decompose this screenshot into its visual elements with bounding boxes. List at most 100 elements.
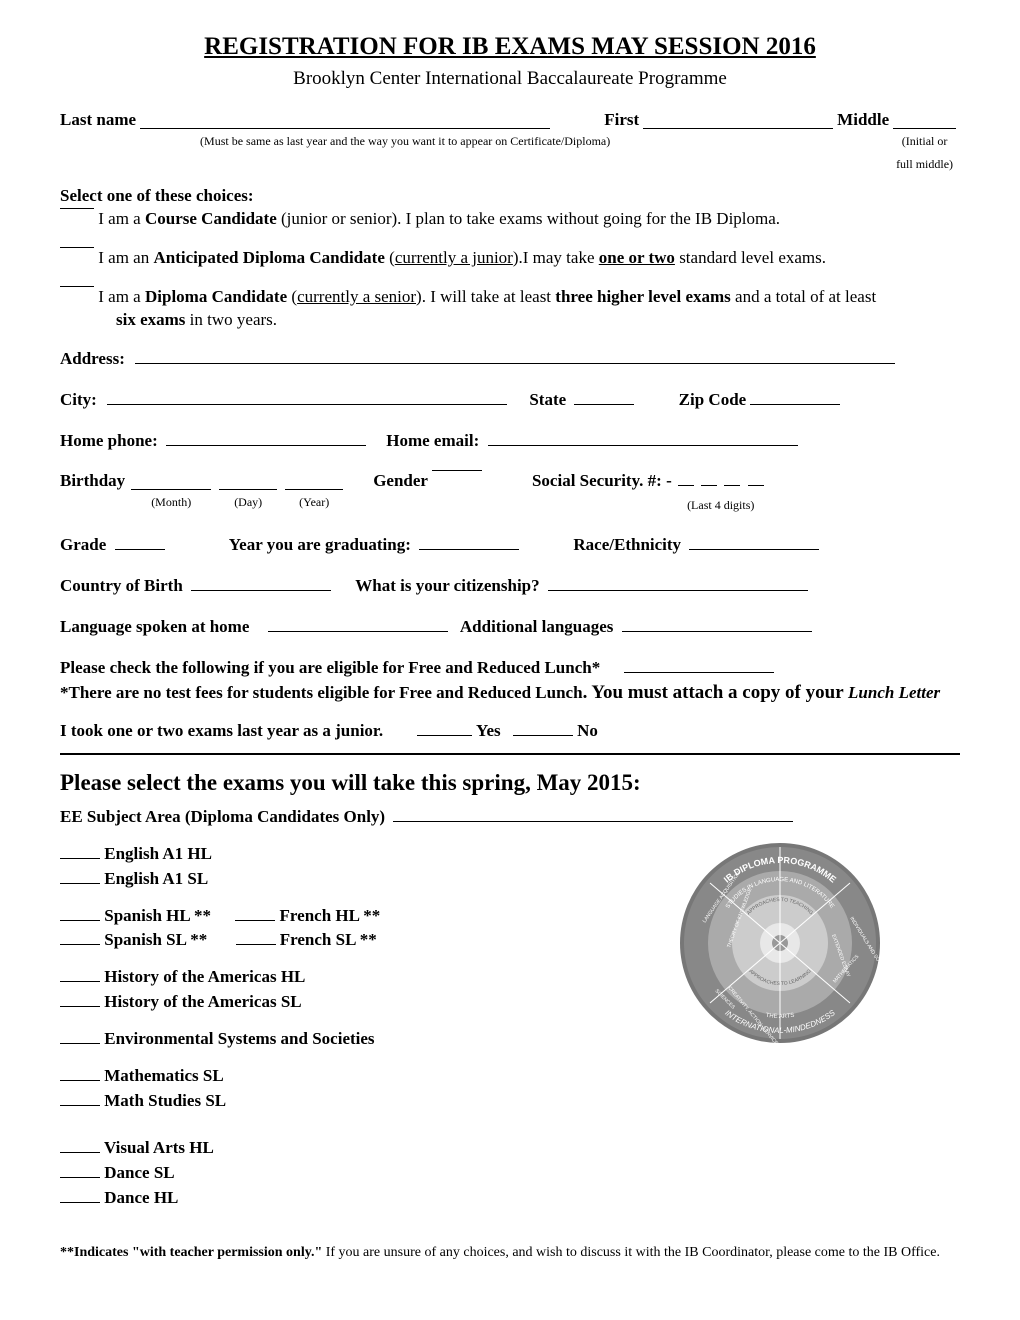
last-name-field[interactable] xyxy=(140,109,550,129)
address-label: Address: xyxy=(60,349,125,368)
page-subtitle: Brooklyn Center International Baccalaure… xyxy=(60,66,960,92)
history-sl-check[interactable] xyxy=(60,1006,100,1007)
spanish-hl-label: Spanish HL ** xyxy=(104,906,211,925)
birth-year-note: (Year) xyxy=(299,495,329,509)
math-studies-label: Math Studies SL xyxy=(104,1091,226,1110)
city-field[interactable] xyxy=(107,404,507,405)
ess-check[interactable] xyxy=(60,1043,100,1044)
gender-label: Gender xyxy=(373,470,428,493)
choice2-checkbox[interactable] xyxy=(60,247,94,248)
french-sl-check[interactable] xyxy=(236,944,276,945)
country-row: Country of Birth What is your citizenshi… xyxy=(60,575,960,598)
address-row: Address: xyxy=(60,348,960,371)
birth-day-field[interactable] xyxy=(219,470,277,490)
exam-group-arts: Visual Arts HL Dance SL Dance HL xyxy=(60,1137,960,1210)
junior-label: I took one or two exams last year as a j… xyxy=(60,721,383,740)
lang-home-field[interactable] xyxy=(268,631,448,632)
gradyear-label: Year you are graduating: xyxy=(229,535,411,554)
state-field[interactable] xyxy=(574,404,634,405)
choice2-text: I am an Anticipated Diploma Candidate (c… xyxy=(98,248,826,267)
page-title: REGISTRATION FOR IB EXAMS MAY SESSION 20… xyxy=(60,30,960,64)
first-name-field[interactable] xyxy=(643,109,833,129)
ssn-note: (Last 4 digits) xyxy=(687,498,754,512)
zip-label: Zip Code xyxy=(679,390,747,409)
ib-diploma-logo: IB DIPLOMA PROGRAMME STUDIES IN LANGUAGE… xyxy=(660,823,900,1063)
race-field[interactable] xyxy=(689,549,819,550)
exams-heading: Please select the exams you will take th… xyxy=(60,767,960,798)
history-sl-label: History of the Americas SL xyxy=(104,992,301,1011)
city-row: City: State Zip Code xyxy=(60,389,960,412)
no-label: No xyxy=(577,721,598,740)
birth-month-field[interactable] xyxy=(131,470,211,490)
grade-label: Grade xyxy=(60,535,106,554)
ssn-label: Social Security. #: - xyxy=(532,470,672,493)
state-label: State xyxy=(529,390,566,409)
dance-sl-label: Dance SL xyxy=(104,1163,174,1182)
ssn-field[interactable] xyxy=(676,470,766,493)
grade-field[interactable] xyxy=(115,549,165,550)
dance-hl-label: Dance HL xyxy=(104,1188,178,1207)
phone-row: Home phone: Home email: xyxy=(60,430,960,453)
middle-name-note: (Initial or full middle) xyxy=(896,134,953,171)
home-email-field[interactable] xyxy=(488,445,798,446)
choice3-text: I am a Diploma Candidate (currently a se… xyxy=(60,287,876,329)
history-hl-check[interactable] xyxy=(60,981,100,982)
middle-name-label: Middle xyxy=(837,109,889,132)
english-sl-check[interactable] xyxy=(60,883,100,884)
spanish-sl-check[interactable] xyxy=(60,944,100,945)
birth-month-note: (Month) xyxy=(151,495,191,509)
language-row: Language spoken at home Additional langu… xyxy=(60,616,960,639)
yes-label: Yes xyxy=(476,721,501,740)
visual-arts-hl-check[interactable] xyxy=(60,1152,100,1153)
home-phone-field[interactable] xyxy=(166,445,366,446)
choice3-checkbox[interactable] xyxy=(60,286,94,287)
choice-diploma: I am a Diploma Candidate (currently a se… xyxy=(60,286,960,332)
birthday-row: Birthday (Month) (Day) (Year) Gender Soc… xyxy=(60,470,960,516)
junior-no-field[interactable] xyxy=(513,735,573,736)
last-name-note: (Must be same as last year and the way y… xyxy=(200,134,610,148)
birth-year-field[interactable] xyxy=(285,470,343,490)
citizenship-field[interactable] xyxy=(548,590,808,591)
address-field[interactable] xyxy=(135,363,895,364)
birth-day-note: (Day) xyxy=(234,495,262,509)
english-hl-check[interactable] xyxy=(60,858,100,859)
junior-yes-field[interactable] xyxy=(417,735,472,736)
citizenship-label: What is your citizenship? xyxy=(355,576,539,595)
lunch-label: Please check the following if you are el… xyxy=(60,658,600,677)
race-label: Race/Ethnicity xyxy=(573,535,681,554)
last-name-label: Last name xyxy=(60,109,136,132)
choice-course-candidate: I am a Course Candidate (junior or senio… xyxy=(60,208,960,231)
lunch-field[interactable] xyxy=(624,672,774,673)
ee-field[interactable] xyxy=(393,821,793,822)
spanish-hl-check[interactable] xyxy=(60,920,100,921)
name-row: Last name (Must be same as last year and… xyxy=(60,109,960,175)
french-sl-label: French SL ** xyxy=(280,930,377,949)
french-hl-check[interactable] xyxy=(235,920,275,921)
gradyear-field[interactable] xyxy=(419,549,519,550)
city-label: City: xyxy=(60,390,97,409)
lang-other-field[interactable] xyxy=(622,631,812,632)
first-name-label: First xyxy=(604,109,639,132)
choice-anticipated: I am an Anticipated Diploma Candidate (c… xyxy=(60,247,960,270)
lang-other-label: Additional languages xyxy=(460,617,614,636)
divider xyxy=(60,753,960,755)
birthday-label: Birthday xyxy=(60,470,125,493)
french-hl-label: French HL ** xyxy=(280,906,381,925)
home-email-label: Home email: xyxy=(386,431,479,450)
math-sl-check[interactable] xyxy=(60,1080,100,1081)
choices-heading: Select one of these choices: xyxy=(60,185,960,208)
dance-hl-check[interactable] xyxy=(60,1202,100,1203)
cob-field[interactable] xyxy=(191,590,331,591)
gender-field[interactable] xyxy=(432,470,482,471)
cob-label: Country of Birth xyxy=(60,576,183,595)
zip-field[interactable] xyxy=(750,404,840,405)
math-sl-label: Mathematics SL xyxy=(104,1066,223,1085)
lang-home-label: Language spoken at home xyxy=(60,617,249,636)
middle-name-field[interactable] xyxy=(893,109,956,129)
grade-row: Grade Year you are graduating: Race/Ethn… xyxy=(60,534,960,557)
junior-row: I took one or two exams last year as a j… xyxy=(60,720,960,743)
math-studies-check[interactable] xyxy=(60,1105,100,1106)
dance-sl-check[interactable] xyxy=(60,1177,100,1178)
visual-arts-hl-label: Visual Arts HL xyxy=(104,1138,214,1157)
choice1-checkbox[interactable] xyxy=(60,208,94,209)
